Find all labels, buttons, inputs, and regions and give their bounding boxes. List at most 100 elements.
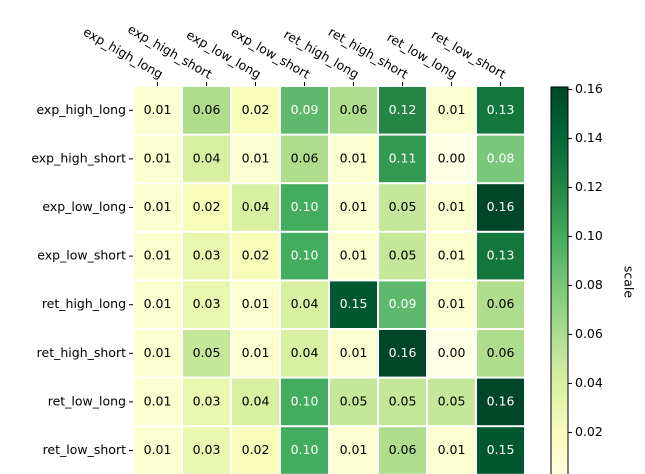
heatmap-cell <box>428 427 475 474</box>
cell-label: 0.01 <box>144 199 172 214</box>
cell-label: 0.15 <box>487 442 515 457</box>
row-label: ret_low_short <box>43 442 127 457</box>
cell-label: 0.16 <box>487 393 515 408</box>
row-label: exp_low_short <box>37 248 126 263</box>
heatmap-cell <box>134 427 181 474</box>
heatmap-cell <box>183 87 230 134</box>
heatmap-cell <box>134 281 181 328</box>
heatmap-cell <box>183 135 230 183</box>
heatmap-cell <box>330 281 377 328</box>
heatmap-cell <box>134 232 181 280</box>
heatmap-cell <box>281 281 328 328</box>
cell-label: 0.02 <box>242 102 270 117</box>
cell-label: 0.02 <box>193 199 221 214</box>
heatmap-cell <box>477 87 524 134</box>
cell-label: 0.08 <box>487 150 515 165</box>
colorbar-tick-label: 0.10 <box>575 228 603 243</box>
heatmap-cell <box>428 184 475 231</box>
heatmap-cell <box>183 330 230 377</box>
cell-label: 0.04 <box>193 150 221 165</box>
cell-label: 0.01 <box>438 102 466 117</box>
cell-label: 0.10 <box>291 248 319 263</box>
cell-label: 0.13 <box>487 248 515 263</box>
cell-label: 0.03 <box>193 393 221 408</box>
cell-label: 0.16 <box>487 199 515 214</box>
heatmap-cell <box>281 378 328 426</box>
heatmap-cell <box>428 281 475 328</box>
cell-label: 0.03 <box>193 296 221 311</box>
heatmap-cell <box>330 427 377 474</box>
heatmap-cell <box>183 427 230 474</box>
heatmap-cell <box>134 330 181 377</box>
cell-label: 0.06 <box>193 102 221 117</box>
cell-label: 0.04 <box>242 393 270 408</box>
heatmap-cell <box>477 232 524 280</box>
heatmap-cell <box>281 135 328 183</box>
colorbar-tick-label: 0.12 <box>575 179 603 194</box>
cell-label: 0.01 <box>340 345 368 360</box>
cell-label: 0.01 <box>144 102 172 117</box>
cell-label: 0.15 <box>340 296 368 311</box>
heatmap-cell <box>379 427 426 474</box>
heatmap-cell <box>330 135 377 183</box>
heatmap-cell <box>379 135 426 183</box>
cell-label: 0.04 <box>242 199 270 214</box>
colorbar-tick-label: 0.08 <box>575 277 603 292</box>
cell-label: 0.01 <box>144 248 172 263</box>
cell-label: 0.01 <box>340 199 368 214</box>
row-label: ret_high_short <box>37 345 126 360</box>
heatmap-cell <box>134 378 181 426</box>
heatmap-cell <box>232 184 279 231</box>
cell-label: 0.05 <box>193 345 221 360</box>
cell-label: 0.01 <box>242 150 270 165</box>
colorbar-tick-label: 0.02 <box>575 424 603 439</box>
heatmap-cell <box>477 427 524 474</box>
cell-label: 0.05 <box>389 393 417 408</box>
cell-label: 0.01 <box>340 150 368 165</box>
heatmap-cell <box>183 184 230 231</box>
heatmap-cell <box>134 184 181 231</box>
cell-label: 0.05 <box>389 248 417 263</box>
cell-label: 0.06 <box>389 442 417 457</box>
heatmap-cell <box>183 281 230 328</box>
colorbar-tick-label: 0.04 <box>575 375 603 390</box>
cell-label: 0.06 <box>340 102 368 117</box>
cell-label: 0.10 <box>291 393 319 408</box>
heatmap-cell <box>183 378 230 426</box>
heatmap-cell <box>281 427 328 474</box>
cell-label: 0.05 <box>389 199 417 214</box>
cell-label: 0.13 <box>487 102 515 117</box>
row-label: exp_high_short <box>31 150 126 165</box>
heatmap-cell <box>134 135 181 183</box>
cell-label: 0.05 <box>438 393 466 408</box>
row-label: exp_high_long <box>36 102 126 117</box>
colorbar-tick-label: 0.14 <box>575 130 603 145</box>
colorbar <box>550 86 569 474</box>
heatmap-cell <box>379 281 426 328</box>
heatmap-cell <box>330 330 377 377</box>
cell-label: 0.01 <box>340 442 368 457</box>
heatmap-cell <box>428 330 475 377</box>
heatmap-cell <box>428 87 475 134</box>
cell-label: 0.11 <box>389 150 417 165</box>
cell-label: 0.00 <box>438 345 466 360</box>
heatmap-cell <box>330 232 377 280</box>
heatmap-cell <box>330 184 377 231</box>
cell-label: 0.06 <box>291 150 319 165</box>
heatmap-cell <box>330 87 377 134</box>
cell-label: 0.02 <box>242 442 270 457</box>
row-label: ret_high_long <box>42 296 126 311</box>
colorbar-tick-label: 0.16 <box>575 81 603 96</box>
colorbar-tick-label: 0.06 <box>575 326 603 341</box>
cell-label: 0.01 <box>144 150 172 165</box>
heatmap-cell <box>477 184 524 231</box>
heatmap-cell <box>232 427 279 474</box>
heatmap-cell <box>477 281 524 328</box>
cell-label: 0.09 <box>291 102 319 117</box>
cell-label: 0.01 <box>438 199 466 214</box>
colorbar-label: scale <box>622 266 637 299</box>
heatmap-cell <box>379 330 426 377</box>
cell-label: 0.05 <box>340 393 368 408</box>
heatmap-cell <box>281 232 328 280</box>
heatmap-cell <box>232 378 279 426</box>
